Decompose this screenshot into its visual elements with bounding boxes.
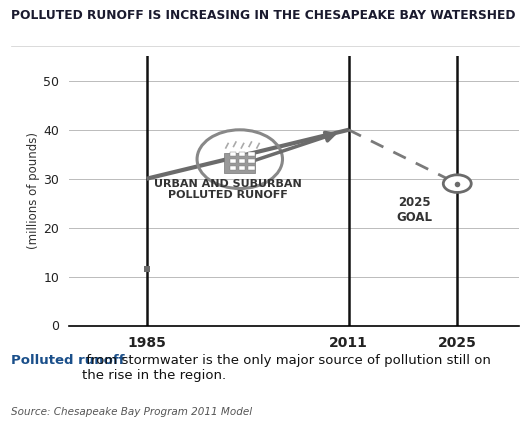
Bar xyxy=(249,166,254,170)
Bar xyxy=(239,166,245,170)
Text: Source: Chesapeake Bay Program 2011 Model: Source: Chesapeake Bay Program 2011 Mode… xyxy=(11,407,252,417)
Bar xyxy=(239,152,245,156)
Bar xyxy=(229,166,236,170)
Circle shape xyxy=(443,175,471,192)
Bar xyxy=(229,152,236,156)
Bar xyxy=(239,159,245,163)
Bar xyxy=(249,159,254,163)
Text: Polluted runoff: Polluted runoff xyxy=(11,354,124,367)
Y-axis label: (millions of pounds): (millions of pounds) xyxy=(28,132,40,250)
Text: 2025
GOAL: 2025 GOAL xyxy=(396,196,432,224)
Bar xyxy=(229,159,236,163)
Bar xyxy=(224,153,255,173)
Text: from stormwater is the only major source of pollution still on
the rise in the r: from stormwater is the only major source… xyxy=(82,354,491,382)
Text: URBAN AND SUBURBAN
POLLUTED RUNOFF: URBAN AND SUBURBAN POLLUTED RUNOFF xyxy=(154,179,302,201)
Text: POLLUTED RUNOFF IS INCREASING IN THE CHESAPEAKE BAY WATERSHED: POLLUTED RUNOFF IS INCREASING IN THE CHE… xyxy=(11,9,515,22)
Bar xyxy=(249,152,254,156)
